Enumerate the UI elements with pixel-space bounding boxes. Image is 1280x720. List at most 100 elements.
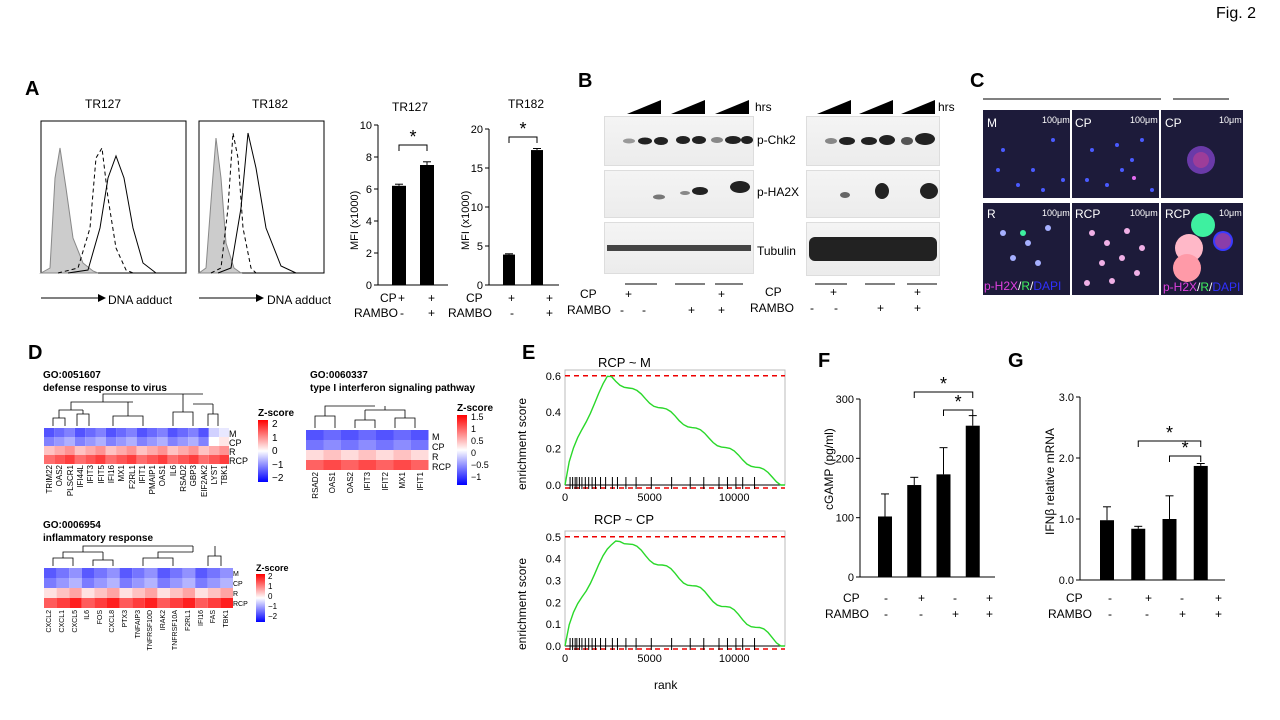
heatmap-cell — [341, 440, 359, 450]
heatmap-cell — [220, 588, 233, 598]
scale-10-a: 10μm — [1219, 115, 1242, 125]
heatmap-cell — [207, 588, 221, 598]
c-label-cp-zoom: CP — [1165, 116, 1182, 130]
bar2-ylabel: MFI (x1000) — [460, 191, 472, 250]
gene-label: LYST — [209, 465, 219, 485]
y-tick-label: 0 — [366, 280, 372, 292]
y-tick-label: 200 — [836, 453, 854, 465]
y-tick-label: 2.0 — [1059, 453, 1074, 465]
gene-label: IFIT3 — [363, 472, 373, 491]
heatmap-cell — [44, 578, 57, 588]
y-tick-label: 20 — [471, 124, 483, 136]
b-cp-sign-r2: + — [830, 285, 838, 299]
gsea-ytick: 0.4 — [546, 407, 561, 419]
y-tick-label: 0.0 — [1059, 575, 1074, 587]
heatmap-cell — [132, 568, 145, 578]
heatmap-cell — [95, 428, 106, 437]
b-rb-sign-r1: - — [810, 301, 814, 315]
hm3-dendrogram — [52, 545, 222, 566]
heatmap-cell — [198, 437, 209, 446]
heatmap-cell — [56, 578, 70, 588]
heatmap-cell — [119, 588, 133, 598]
bar — [936, 474, 951, 577]
stain-sep-2: / — [1030, 279, 1034, 293]
hm2-grid — [306, 430, 429, 475]
panel-b-label: B — [578, 70, 593, 92]
legend-tick: 0.5 — [471, 436, 484, 446]
heatmap-cell — [94, 598, 107, 608]
heatmap-cell — [136, 428, 147, 437]
gene-label: RSAD2 — [179, 465, 189, 492]
heatmap-cell — [157, 428, 168, 437]
gsea-ytick: 0.6 — [546, 371, 561, 383]
heatmap-cell — [157, 588, 170, 598]
heatmap-cell — [182, 578, 196, 588]
heatmap-cell — [64, 455, 75, 464]
heatmap-cell — [107, 568, 120, 578]
heatmap-cell — [69, 588, 82, 598]
heatmap-cell — [182, 568, 196, 578]
bar — [392, 185, 406, 285]
scale-100-a: 100μm — [1042, 115, 1070, 125]
heatmap-cell — [358, 460, 376, 470]
heatmap-cell — [44, 446, 55, 455]
hm1-row-r: R — [229, 447, 236, 457]
heatmap-cell — [147, 455, 158, 464]
gsea-ytick: 0.2 — [546, 597, 561, 609]
legend-tick: 1.5 — [471, 412, 484, 422]
heatmap-cell — [105, 437, 117, 446]
heatmap-cell — [393, 450, 411, 460]
heatmap-cell — [116, 437, 127, 446]
blot-pchk2-right — [806, 116, 940, 166]
a2-cp-label: CP — [466, 291, 483, 305]
gene-label: MX1 — [117, 465, 127, 482]
gene-label: CXCL8 — [109, 610, 117, 633]
heatmap-cell — [376, 460, 394, 470]
hm3-row-m: M — [233, 571, 239, 578]
bar — [1100, 520, 1114, 580]
significance-star: * — [1166, 423, 1173, 443]
legend-tick: 1 — [471, 424, 477, 434]
bar — [965, 425, 980, 577]
heatmap-cell — [411, 450, 429, 460]
heatmap-cell — [220, 598, 233, 608]
heatmap-cell — [54, 437, 65, 446]
heatmap-cell — [341, 430, 359, 440]
gsea2-ylabel: enrichment score — [515, 557, 529, 650]
heatmap-cell — [219, 455, 230, 464]
micrograph-rcp-zoom — [1161, 203, 1243, 295]
heatmap-cell — [105, 428, 117, 437]
bar — [1162, 519, 1177, 580]
legend-tick: −1 — [272, 459, 284, 471]
heatmap-cell — [182, 598, 196, 608]
heatmap-cell — [219, 428, 230, 437]
band-label-ph2ax: p-HA2X — [757, 185, 800, 199]
y-tick-label: 100 — [836, 513, 854, 525]
f-ylabel: cGAMP (pg/ml) — [822, 428, 836, 510]
legend-tick: −2 — [268, 612, 278, 621]
significance-bracket — [943, 409, 974, 416]
significance-star: * — [940, 375, 947, 394]
legend-tick: 0 — [268, 592, 273, 601]
panel-f-label: F — [818, 350, 831, 372]
significance-bracket — [508, 136, 538, 143]
heatmap-cell — [323, 460, 341, 470]
heatmap-cell — [132, 598, 145, 608]
hm2-dendrogram — [314, 405, 416, 428]
c-header-lines — [983, 98, 1229, 100]
a2-cp-1: + — [508, 291, 516, 305]
a1-rambo-2: + — [428, 306, 436, 320]
scale-100-d: 100μm — [1130, 208, 1158, 218]
bar — [503, 254, 515, 285]
heatmap-cell — [323, 440, 341, 450]
heatmap-cell — [44, 455, 55, 464]
heatmap-cell — [144, 578, 158, 588]
gene-label: IFI16 — [197, 610, 205, 626]
heatmap-cell — [219, 446, 230, 455]
c-label-r: R — [987, 207, 996, 221]
g-cp-3: - — [1180, 591, 1184, 605]
heatmap-cell — [126, 446, 137, 455]
gsea-ytick: 0.0 — [546, 641, 561, 653]
b-rambo-label-right: RAMBO — [750, 301, 795, 315]
micrograph-r — [983, 203, 1070, 295]
